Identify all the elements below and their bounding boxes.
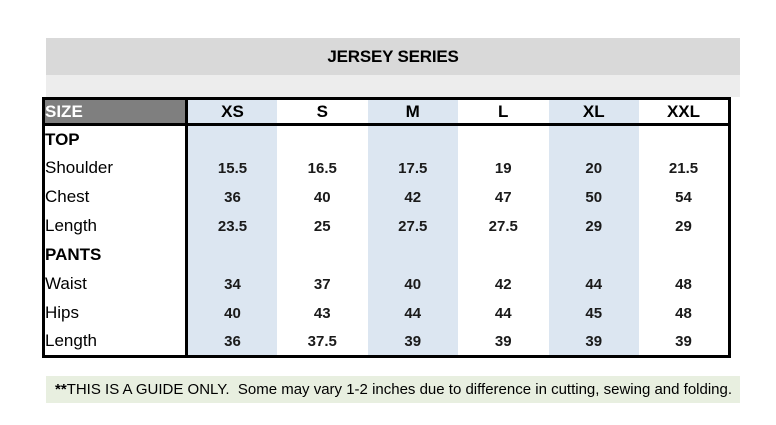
table-cell: 48 — [675, 304, 692, 322]
table-cell: 40 — [186, 298, 277, 328]
table-cell: 44 — [494, 304, 512, 322]
note-asterisks: ** — [55, 381, 67, 398]
size-corner-header: SIZE — [43, 98, 188, 126]
table-cell: 23.5 — [186, 211, 277, 241]
table-row-top-section: TOP — [43, 124, 730, 154]
table-cell: 37 — [313, 275, 331, 293]
table-cell — [367, 124, 458, 154]
table-cell: 44 — [548, 269, 639, 299]
table-row-shoulder: Shoulder 15.5 16.5 17.5 19 20 21.5 — [43, 153, 730, 183]
table-cell: 16.5 — [307, 159, 337, 177]
table-cell — [186, 124, 277, 154]
chart-title-band: JERSEY SERIES — [46, 38, 740, 75]
row-label: Length — [43, 211, 188, 241]
row-label: Waist — [43, 269, 188, 299]
column-header-xl: XL — [548, 98, 639, 126]
page-title: JERSEY SERIES — [327, 46, 459, 66]
table-header-row: SIZE XS S M L XL XXL — [43, 98, 730, 126]
table-cell: 34 — [186, 269, 277, 299]
table-cell — [277, 125, 368, 154]
table-cell: 29 — [675, 217, 692, 235]
table-cell — [639, 241, 730, 270]
table-cell: 42 — [494, 275, 512, 293]
column-header-s: S — [277, 98, 368, 126]
table-cell: 17.5 — [367, 153, 458, 183]
table-cell — [277, 241, 368, 270]
table-cell: 44 — [367, 298, 458, 328]
note-text: THIS IS A GUIDE ONLY. Some may vary 1-2 … — [66, 381, 733, 398]
table-cell — [639, 125, 730, 154]
size-chart-table: SIZE XS S M L XL XXL TOP Shoulder 15 — [42, 97, 731, 358]
row-label: Shoulder — [43, 153, 188, 183]
table-cell: 45 — [548, 298, 639, 328]
table-cell — [548, 124, 639, 154]
table-cell: 40 — [313, 188, 331, 206]
table-row-pants-length: Length 36 37.5 39 39 39 39 — [43, 327, 730, 357]
table-row-chest: Chest 36 40 42 47 50 54 — [43, 182, 730, 212]
table-cell: 37.5 — [307, 332, 337, 350]
table-cell: 25 — [313, 217, 331, 235]
table-cell: 39 — [548, 327, 639, 357]
table-cell: 15.5 — [186, 153, 277, 183]
row-label: Length — [43, 327, 188, 357]
column-header-xxl: XXL — [639, 98, 730, 126]
table-cell — [458, 125, 549, 154]
table-cell: 39 — [494, 332, 512, 350]
column-header-xs: XS — [186, 98, 277, 126]
table-cell — [186, 240, 277, 270]
table-cell: 39 — [675, 332, 692, 350]
table-cell: 39 — [367, 327, 458, 357]
table-row-hips: Hips 40 43 44 44 45 48 — [43, 298, 730, 328]
table-row-waist: Waist 34 37 40 42 44 48 — [43, 269, 730, 299]
table-cell: 54 — [675, 188, 692, 206]
table-row-top-length: Length 23.5 25 27.5 27.5 29 29 — [43, 211, 730, 241]
table-cell — [367, 240, 458, 270]
column-header-m: M — [367, 98, 458, 126]
title-divider-strip — [46, 75, 740, 97]
row-label: Hips — [43, 298, 188, 328]
table-cell: 43 — [313, 304, 331, 322]
table-cell: 29 — [548, 211, 639, 241]
table-cell: 36 — [186, 182, 277, 212]
table-cell — [548, 240, 639, 270]
table-cell: 20 — [548, 153, 639, 183]
table-cell: 40 — [367, 269, 458, 299]
table-cell: 27.5 — [488, 217, 518, 235]
row-label: TOP — [43, 124, 188, 154]
column-header-l: L — [458, 98, 549, 126]
table-cell: 50 — [548, 182, 639, 212]
row-label: PANTS — [43, 240, 188, 270]
table-row-pants-section: PANTS — [43, 240, 730, 270]
disclaimer-note: ** THIS IS A GUIDE ONLY. Some may vary 1-… — [46, 376, 740, 403]
table-cell: 21.5 — [668, 159, 699, 177]
table-cell: 19 — [494, 159, 512, 177]
table-cell: 48 — [675, 275, 692, 293]
table-cell: 47 — [494, 188, 512, 206]
table-cell: 42 — [367, 182, 458, 212]
table-cell — [458, 241, 549, 270]
table-cell: 27.5 — [367, 211, 458, 241]
row-label: Chest — [43, 182, 188, 212]
table-cell: 36 — [186, 327, 277, 357]
